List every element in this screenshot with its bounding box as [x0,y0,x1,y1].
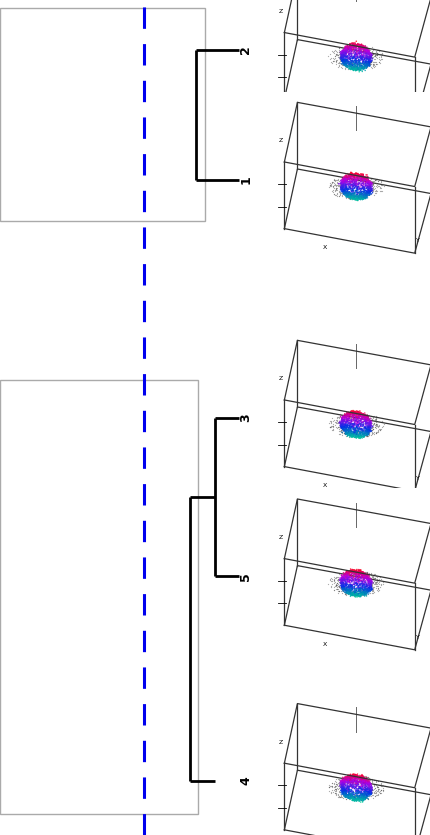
Text: 4: 4 [239,777,252,785]
Text: 5: 5 [239,572,252,580]
Text: 2: 2 [239,46,252,54]
Text: Cartesian: Cartesian [321,10,380,20]
Text: 3: 3 [239,413,252,422]
Text: 1: 1 [239,175,252,184]
